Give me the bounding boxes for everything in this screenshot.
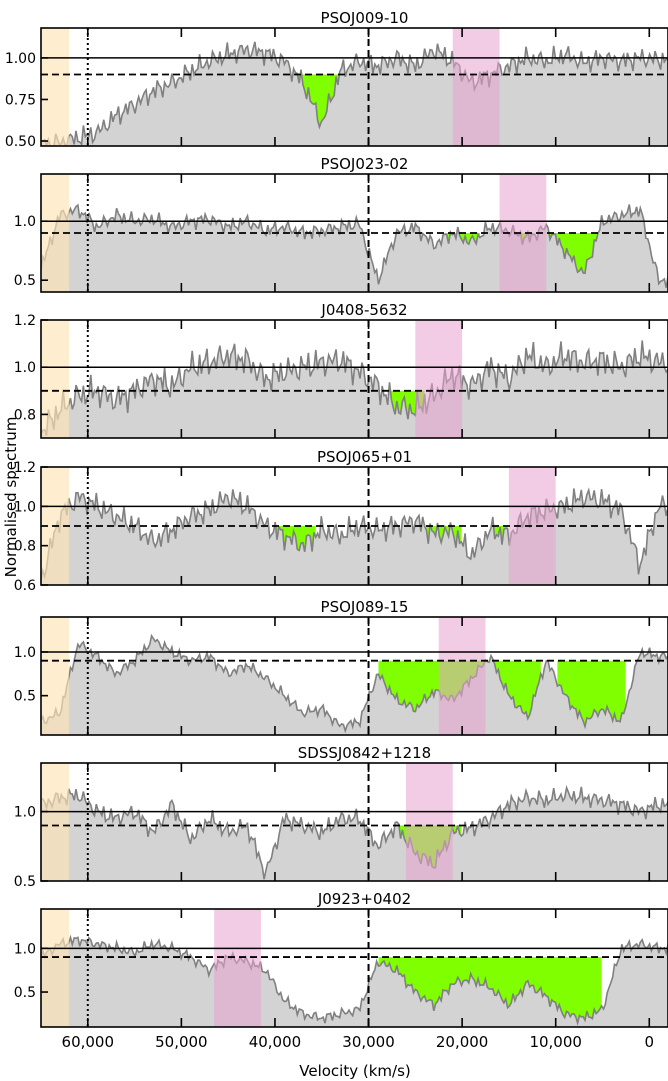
- panel-title: PSOJ023-02: [321, 155, 409, 173]
- spectrum-line: [41, 934, 668, 1027]
- panel-frame: [40, 173, 668, 293]
- y-tick-label: 0.5: [14, 874, 36, 890]
- x-tick-label: 30,000: [342, 1033, 395, 1051]
- x-tick-label: 10,000: [529, 1033, 582, 1051]
- y-tick-label: 0.5: [14, 985, 36, 1001]
- spectrum-fill: [41, 41, 668, 146]
- panel-title: J0923+0402: [317, 890, 411, 908]
- y-tick-label: 1.2: [14, 313, 36, 329]
- panel-body: [41, 28, 668, 146]
- pink-band: [438, 617, 486, 735]
- y-tick-label: 0.8: [14, 407, 36, 423]
- y-tick-label: 0.8: [14, 539, 36, 555]
- y-tick-label: 1.0: [14, 645, 36, 661]
- panel-body: [41, 320, 668, 438]
- y-tick-label: 1.0: [14, 499, 36, 515]
- panel-frame: [40, 762, 668, 882]
- panel-7: 0.5 1.0 J0923+0402 60,000 50,000 40,000 30,000…: [14, 890, 668, 1051]
- x-tick-label: 40,000: [249, 1033, 302, 1051]
- panel-6: 0.5 1.0 SDSSJ0842+1218: [14, 744, 668, 890]
- panel-frame: [40, 27, 668, 147]
- x-axis-label: Velocity (km/s): [299, 1062, 410, 1080]
- orange-band: [41, 909, 70, 1027]
- panel-4: 0.6 0.8 1.0 1.2 PSOJ065+01: [14, 448, 668, 594]
- panel-3: 0.8 1.0 1.2 J0408-5632: [14, 301, 668, 439]
- x-tick-label: 20,000: [436, 1033, 489, 1051]
- panel-frame: [40, 908, 668, 1028]
- y-tick-label: 0.5: [14, 273, 36, 289]
- orange-band: [41, 763, 70, 881]
- panel-title: J0408-5632: [320, 301, 407, 319]
- pink-band: [452, 28, 500, 146]
- panel-body: [41, 763, 668, 881]
- y-tick-label: 0.50: [5, 134, 36, 150]
- panel-5: 0.5 1.0 PSOJ089-15: [14, 598, 668, 736]
- orange-band: [41, 28, 70, 146]
- absorption-region: [548, 233, 602, 274]
- y-tick-label: 1.0: [14, 805, 36, 821]
- panel-1: 0.50 0.75 1.00 PSOJ009-10: [5, 9, 668, 150]
- panel-body: [41, 174, 668, 292]
- panel-body: [41, 467, 668, 585]
- y-tick-label: 1.0: [14, 360, 36, 376]
- spectrum-line: [41, 203, 668, 288]
- x-tick-label: 50,000: [155, 1033, 208, 1051]
- orange-band: [41, 617, 70, 735]
- spectrum-fill: [41, 937, 668, 1027]
- x-tick-label: 0: [645, 1033, 655, 1051]
- panel-body: [41, 909, 668, 1027]
- panel-body: [41, 617, 668, 735]
- spectrum-line: [41, 784, 668, 880]
- spectrum-fill: [41, 786, 668, 881]
- spectrum-line: [41, 633, 668, 734]
- y-tick-label: 0.6: [14, 578, 36, 594]
- pink-band: [214, 909, 261, 1027]
- absorption-region: [295, 74, 340, 127]
- y-tick-label: 1.00: [5, 51, 36, 67]
- spectrum-fill: [41, 488, 668, 585]
- panel-title: SDSSJ0842+1218: [298, 744, 431, 762]
- pink-band: [405, 763, 453, 881]
- panel-frame: [40, 319, 668, 439]
- absorption-region: [444, 233, 480, 245]
- panels-group: 0.500.751.00PSOJ009-100.51.0PSOJ023-020.…: [5, 9, 668, 1051]
- y-tick-label: 0.5: [14, 689, 36, 705]
- panel-title: PSOJ009-10: [321, 9, 409, 27]
- spectrum-line: [41, 41, 668, 146]
- panel-frame: [40, 466, 668, 586]
- pink-band: [415, 320, 463, 438]
- panel-title: PSOJ089-15: [321, 598, 409, 616]
- x-tick-label: 60,000: [62, 1033, 115, 1051]
- y-tick-label: 1.2: [14, 460, 36, 476]
- panel-2: 0.5 1.0 PSOJ023-02: [14, 155, 668, 293]
- y-axis-label: Normalised spectrum: [2, 417, 20, 578]
- y-tick-label: 0.75: [5, 92, 36, 108]
- panel-frame: [40, 616, 668, 736]
- y-tick-label: 1.0: [14, 941, 36, 957]
- absorption-region: [275, 526, 316, 552]
- panel-title: PSOJ065+01: [317, 448, 412, 466]
- spectrum-fill: [41, 340, 668, 438]
- y-tick-label: 1.0: [14, 214, 36, 230]
- orange-band: [41, 320, 70, 438]
